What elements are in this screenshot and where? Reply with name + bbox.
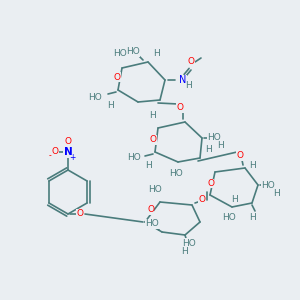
Text: HO: HO <box>113 49 127 58</box>
Text: H: H <box>273 188 279 197</box>
Text: HO: HO <box>126 47 140 56</box>
Text: O: O <box>64 136 71 146</box>
Text: HO: HO <box>127 154 141 163</box>
Text: O: O <box>199 196 206 205</box>
Text: H: H <box>249 212 255 221</box>
Text: O: O <box>147 206 154 214</box>
Text: H: H <box>250 161 256 170</box>
Text: HO: HO <box>88 94 102 103</box>
Text: H: H <box>205 146 212 154</box>
Text: O: O <box>113 73 121 82</box>
Text: O: O <box>236 152 244 160</box>
Text: HO: HO <box>261 181 275 190</box>
Text: O: O <box>207 179 214 188</box>
Text: O: O <box>188 58 194 67</box>
Text: N: N <box>179 75 187 85</box>
Text: HO: HO <box>145 220 159 229</box>
Text: +: + <box>69 152 75 161</box>
Text: O: O <box>150 136 157 145</box>
Text: N: N <box>64 147 72 157</box>
Text: O: O <box>76 209 83 218</box>
Text: -: - <box>49 152 51 160</box>
Text: HO: HO <box>207 134 221 142</box>
Text: H: H <box>186 80 192 89</box>
Text: HO: HO <box>148 185 162 194</box>
Text: HO: HO <box>222 212 236 221</box>
Text: HO: HO <box>182 238 196 247</box>
Text: H: H <box>217 142 224 151</box>
Text: H: H <box>146 161 152 170</box>
Text: O: O <box>176 103 184 112</box>
Text: H: H <box>150 112 156 121</box>
Text: H: H <box>181 247 188 256</box>
Text: H: H <box>231 194 237 203</box>
Text: HO: HO <box>169 169 183 178</box>
Text: H: H <box>153 50 159 58</box>
Text: O: O <box>52 148 58 157</box>
Text: H: H <box>108 100 114 109</box>
